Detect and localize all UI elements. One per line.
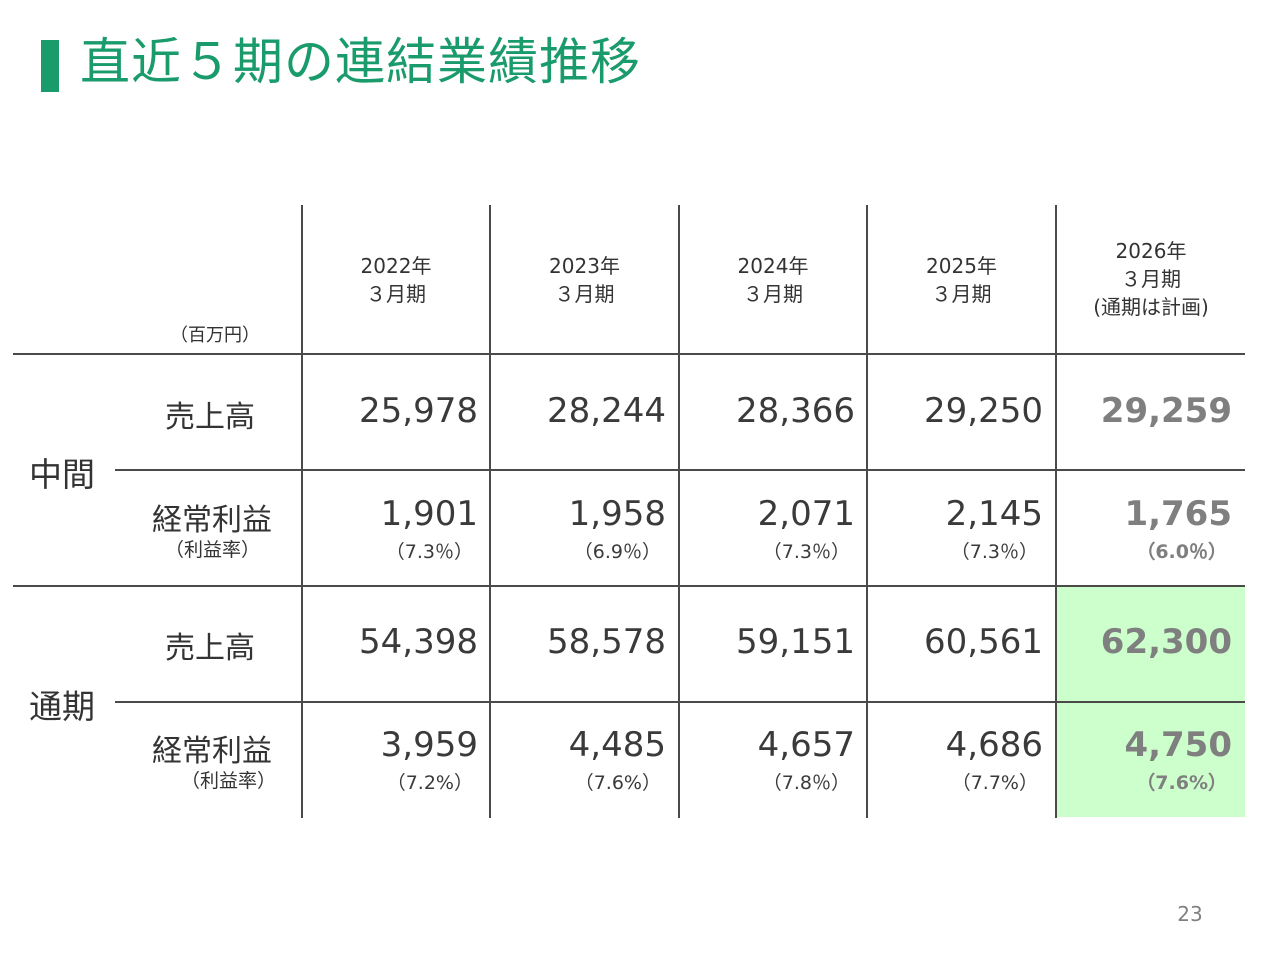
table-cell-plan-value: 62,300 (1100, 622, 1232, 662)
table-cell-margin: （7.3％） (385, 541, 473, 563)
table-cell-value: 58,578 (547, 622, 666, 662)
row-divider-full (115, 701, 1245, 703)
plan-highlight-profit (1057, 703, 1245, 817)
table-cell-value: 59,151 (736, 622, 855, 662)
table-cell-value: 2,145 (945, 494, 1043, 534)
table-cell-margin: （7.3％） (762, 541, 850, 563)
column-header-2024: 2024年 ３月期 (737, 254, 809, 306)
row-sublabel-margin: （利益率） (164, 539, 260, 561)
header-divider (13, 353, 1245, 355)
column-divider (1055, 205, 1057, 818)
table-cell-value: 1,901 (380, 494, 478, 534)
group-label-interim: 中間 (29, 455, 95, 494)
column-divider (866, 205, 868, 818)
page-number: 23 (1177, 902, 1203, 926)
table-cell-value: 2,071 (757, 494, 855, 534)
table-cell-margin: （7.3％） (950, 541, 1038, 563)
table-cell-value: 25,978 (359, 391, 478, 431)
table-cell-value: 3,959 (380, 725, 478, 765)
table-cell-value: 4,485 (568, 725, 666, 765)
column-divider (678, 205, 680, 818)
row-sublabel-margin: （利益率） (180, 770, 276, 792)
table-cell-plan-value: 4,750 (1124, 725, 1232, 765)
table-cell-value: 54,398 (359, 622, 478, 662)
table-cell-margin: （7.7%） (951, 772, 1038, 794)
table-cell-value: 28,366 (736, 391, 855, 431)
table-cell-plan-margin: （6.0％） (1136, 541, 1227, 563)
table-cell-plan-margin: （7.6%） (1136, 772, 1227, 794)
row-label-ordinary-profit: 経常利益 (152, 734, 272, 769)
row-label-ordinary-profit: 経常利益 (152, 503, 272, 538)
title-accent-bar (41, 40, 59, 92)
table-cell-value: 4,686 (945, 725, 1043, 765)
row-label-sales: 売上高 (165, 631, 255, 666)
unit-label: （百万円） (170, 325, 260, 346)
table-cell-value: 60,561 (924, 622, 1043, 662)
group-divider (13, 585, 1245, 587)
table-cell-margin: （7.2%） (386, 772, 473, 794)
row-divider-interim (115, 469, 1245, 471)
column-divider (489, 205, 491, 818)
table-cell-margin: （7.6%） (574, 772, 661, 794)
group-label-full-year: 通期 (29, 687, 95, 726)
page-title: 直近５期の連結業績推移 (80, 33, 641, 91)
table-cell-value: 28,244 (547, 391, 666, 431)
column-header-2025: 2025年 ３月期 (926, 254, 997, 306)
table-cell-value: 1,958 (568, 494, 666, 534)
table-cell-value: 29,250 (924, 391, 1043, 431)
row-label-sales: 売上高 (165, 400, 255, 435)
table-cell-margin: （7.8％） (762, 772, 850, 794)
table-cell-plan-value: 1,765 (1124, 494, 1232, 534)
table-cell-plan-value: 29,259 (1100, 391, 1232, 431)
column-header-2026: 2026年 ３月期 (通期は計画) (1093, 239, 1209, 319)
table-cell-value: 4,657 (757, 725, 855, 765)
column-header-2022: 2022年 ３月期 (360, 254, 432, 306)
column-header-2023: 2023年 ３月期 (549, 254, 620, 306)
column-divider (301, 205, 303, 818)
plan-highlight-sales (1057, 587, 1245, 701)
table-cell-margin: （6.9％） (573, 541, 661, 563)
